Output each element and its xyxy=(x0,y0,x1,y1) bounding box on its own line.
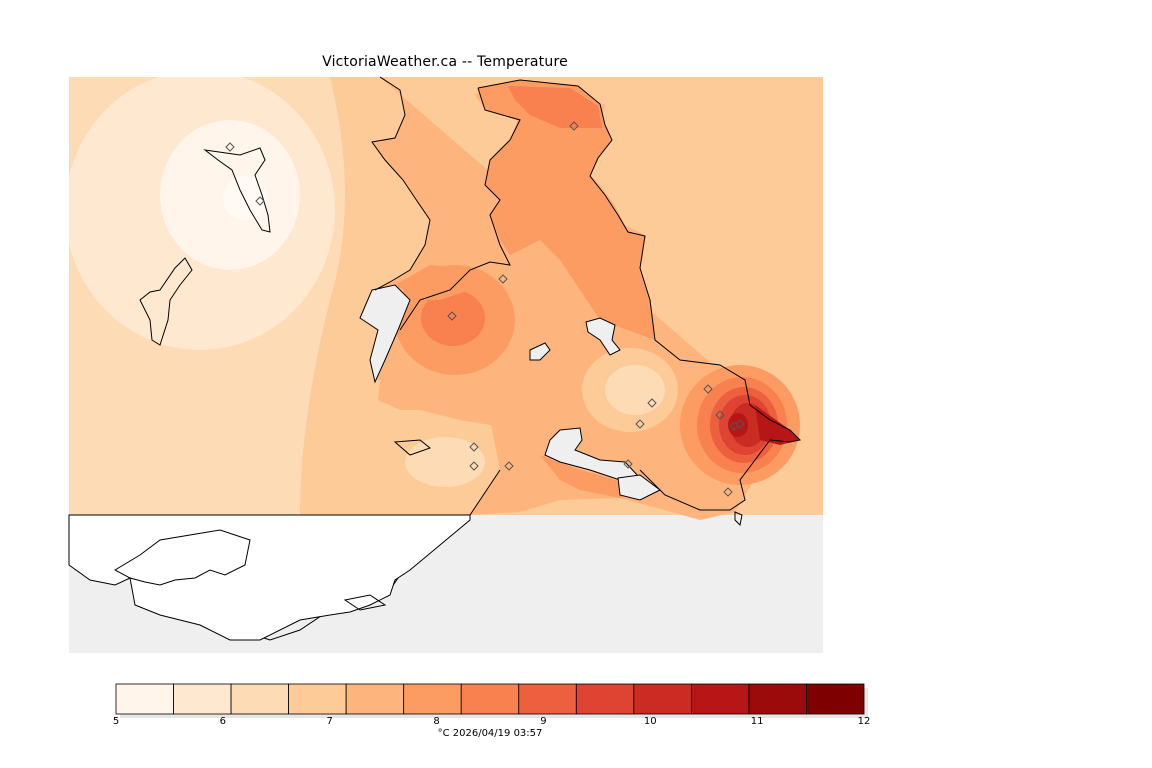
colorbar-swatch xyxy=(633,683,692,715)
warm-patches xyxy=(395,80,800,498)
map-title: VictoriaWeather.ca -- Temperature xyxy=(322,54,568,70)
colorbar-tick-label: 7 xyxy=(326,716,333,727)
colorbar-swatch xyxy=(173,683,232,715)
colorbar-tick-label: 10 xyxy=(643,716,657,727)
colorbar-swatch xyxy=(748,683,807,715)
colorbar-swatch xyxy=(288,683,347,715)
colorbar-swatch xyxy=(115,683,174,715)
colorbar-tick-label: 8 xyxy=(433,716,440,727)
southern-islet xyxy=(343,594,387,611)
southern-landmass xyxy=(68,514,471,641)
colorbar-tick-label: 12 xyxy=(857,716,871,727)
colorbar-tick-label: 9 xyxy=(540,716,547,727)
colorbar-swatch xyxy=(806,683,865,715)
colorbar-swatch xyxy=(575,683,635,715)
coastline xyxy=(74,76,802,641)
colorbar-swatch xyxy=(518,683,577,715)
inlets xyxy=(359,284,661,501)
colorbar-tick-label: 6 xyxy=(219,716,227,727)
colorbar-swatch xyxy=(690,683,750,715)
southern-lake-outline xyxy=(113,529,251,586)
colorbar xyxy=(115,683,868,718)
colorbar-tick-label: 11 xyxy=(750,716,764,727)
colorbar-tick-label: 5 xyxy=(112,716,120,727)
colorbar-swatch xyxy=(230,683,290,715)
colorbar-caption: °C 2026/04/19 03:57 xyxy=(437,728,543,739)
colorbar-swatch xyxy=(460,683,520,715)
station-markers xyxy=(225,121,745,497)
west-islands xyxy=(139,147,743,527)
colorbar-swatch xyxy=(403,683,462,715)
colorbar-swatch xyxy=(345,683,405,715)
